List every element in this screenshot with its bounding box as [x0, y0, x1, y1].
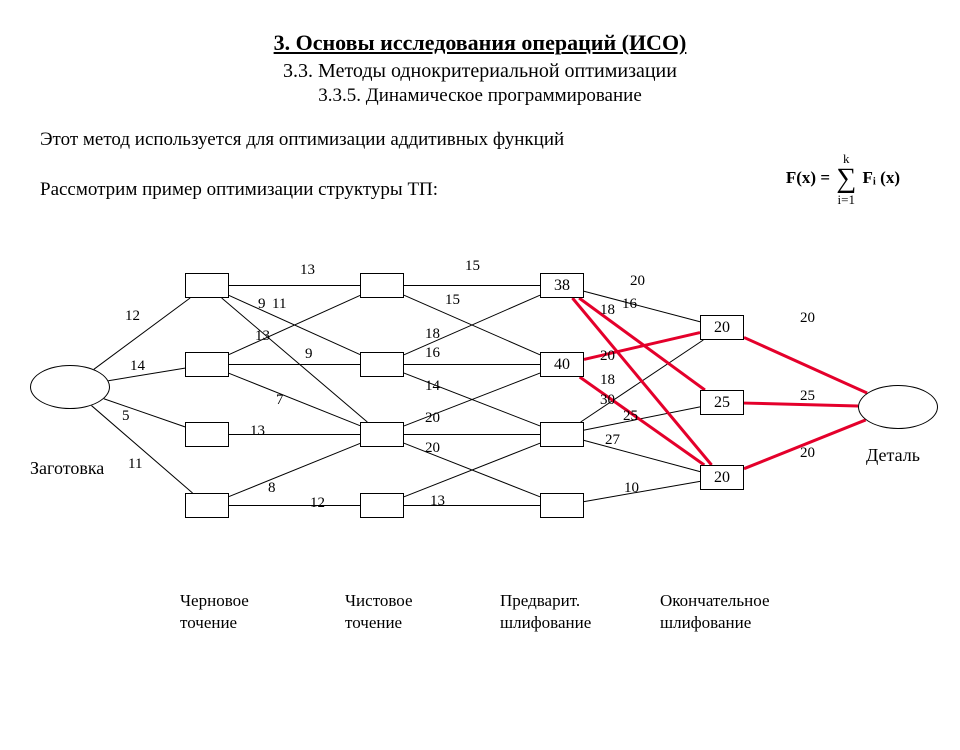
para-1: Этот метод используется для оптимизации …	[40, 129, 920, 151]
edge-label: 11	[128, 456, 142, 473]
edge-label: 27	[605, 432, 620, 449]
node-b1	[360, 273, 404, 298]
edge-label: 30	[600, 392, 615, 409]
stage-label: Чистовоеточение	[345, 590, 413, 634]
edge-label: 20	[425, 410, 440, 427]
node-d3: 20	[700, 465, 744, 490]
node-label: Деталь	[866, 445, 920, 466]
edge-label: 7	[276, 392, 284, 409]
node-label: Заготовка	[30, 458, 104, 479]
edge-label: 18	[425, 326, 440, 343]
edge-label: 13	[250, 423, 265, 440]
edge-label: 16	[425, 345, 440, 362]
node-a3	[185, 422, 229, 447]
title-sub1: 3.3. Методы однокритериальной оптимизаци…	[0, 60, 960, 83]
edge-label: 12	[310, 495, 325, 512]
edge-label: 5	[122, 408, 130, 425]
edge-label: 20	[425, 440, 440, 457]
edge-label: 20	[800, 310, 815, 327]
node-c2: 40	[540, 352, 584, 377]
formula: F(x) = k ∑ i=1 Fᵢ (x)	[786, 152, 900, 206]
edge-label: 15	[445, 292, 460, 309]
edge-label: 20	[630, 273, 645, 290]
edge-label: 12	[125, 308, 140, 325]
node-dst	[858, 385, 938, 429]
edge-label: 18	[600, 302, 615, 319]
edge-label: 20	[800, 445, 815, 462]
node-b2	[360, 352, 404, 377]
edge-label: 25	[623, 408, 638, 425]
node-d1: 20	[700, 315, 744, 340]
edge-label: 9	[258, 296, 266, 313]
node-b4	[360, 493, 404, 518]
node-b3	[360, 422, 404, 447]
edge-label: 13	[430, 493, 445, 510]
node-d2: 25	[700, 390, 744, 415]
edge-label: 14	[130, 358, 145, 375]
title-main: 3. Основы исследования операций (ИСО)	[0, 30, 960, 56]
node-a4	[185, 493, 229, 518]
network-diagram: 38 40 20 25 20 Заготовка Деталь Черновоеточение…	[0, 240, 960, 640]
edges-layer	[0, 240, 960, 640]
edge-label: 13	[255, 328, 270, 345]
edge-label: 16	[622, 296, 637, 313]
stage-label: Предварит.шлифование	[500, 590, 591, 634]
edge-label: 10	[624, 480, 639, 497]
edge-label: 18	[600, 372, 615, 389]
edge-label: 8	[268, 480, 276, 497]
edge-label: 13	[300, 262, 315, 279]
title-sub2: 3.3.5. Динамическое программирование	[0, 85, 960, 107]
stage-label: Окончательноешлифование	[660, 590, 770, 634]
node-a1	[185, 273, 229, 298]
node-c3	[540, 422, 584, 447]
edge-label: 15	[465, 258, 480, 275]
edge-label: 25	[800, 388, 815, 405]
node-c4	[540, 493, 584, 518]
edge-label: 20	[600, 348, 615, 365]
node-a2	[185, 352, 229, 377]
node-c1: 38	[540, 273, 584, 298]
stage-label: Черновоеточение	[180, 590, 249, 634]
node-src	[30, 365, 110, 409]
edge-label: 14	[425, 378, 440, 395]
edge-label: 9	[305, 346, 313, 363]
edge-label: 11	[272, 296, 286, 313]
